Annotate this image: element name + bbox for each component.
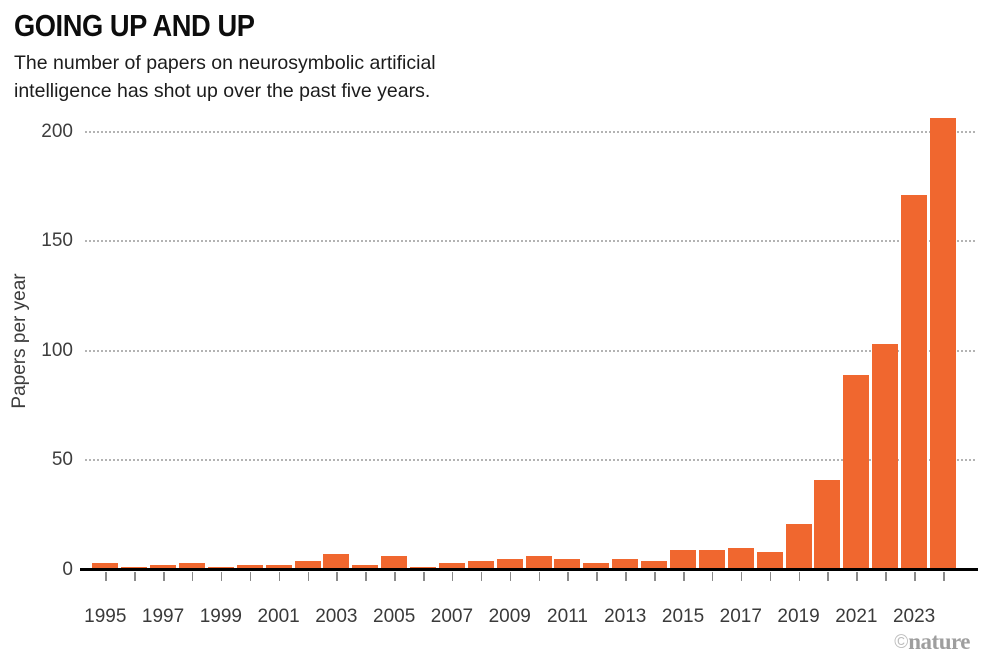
nature-logo: nature <box>908 629 970 654</box>
y-tick-label-100: 100 <box>41 339 73 361</box>
bar-2005 <box>381 556 408 570</box>
x-tick-2014 <box>654 572 656 581</box>
x-tick-label-2007: 2007 <box>430 605 474 627</box>
x-tick-2020 <box>827 572 829 581</box>
bar-2012 <box>583 562 610 570</box>
x-tick-2022 <box>885 572 887 581</box>
x-tick-1996 <box>134 572 136 581</box>
bar-2009 <box>496 558 523 570</box>
x-tick-label-2015: 2015 <box>661 605 705 627</box>
x-tick-2001 <box>278 572 281 581</box>
x-tick-label-2009: 2009 <box>488 605 531 627</box>
x-tick-1997 <box>163 572 165 581</box>
x-tick-2023 <box>914 572 916 581</box>
x-tick-2004 <box>365 572 367 581</box>
x-tick-1998 <box>191 572 194 581</box>
x-tick-2005 <box>394 572 396 581</box>
x-tick-2015 <box>683 572 685 581</box>
x-tick-2024 <box>943 572 945 581</box>
x-tick-label-2021: 2021 <box>835 605 878 627</box>
x-tick-2019 <box>798 572 801 581</box>
x-tick-2009 <box>509 572 512 581</box>
y-tick-label-150: 150 <box>41 230 73 251</box>
x-tick-label-2019: 2019 <box>777 605 820 627</box>
y-tick-label-200: 200 <box>41 120 73 142</box>
x-tick-label-2001: 2001 <box>257 605 300 627</box>
bar-1995 <box>92 562 119 570</box>
x-tick-label-1997: 1997 <box>141 605 185 627</box>
bar-2011 <box>554 558 581 570</box>
bar-2022 <box>872 343 899 570</box>
x-tick-label-2017: 2017 <box>719 605 762 627</box>
bar-2016 <box>698 549 725 570</box>
x-tick-2008 <box>480 572 483 581</box>
x-tick-label-2023: 2023 <box>892 605 936 627</box>
bar-2021 <box>843 374 870 570</box>
x-tick-2003 <box>336 572 338 581</box>
bar-2007 <box>438 562 465 570</box>
gridline-150 <box>85 240 975 242</box>
x-tick-2000 <box>249 572 252 581</box>
x-axis-line <box>80 568 978 571</box>
x-tick-label-2003: 2003 <box>315 605 358 627</box>
x-tick-label-1995: 1995 <box>84 605 127 627</box>
bar-2003 <box>323 554 350 570</box>
x-tick-2017 <box>740 572 743 581</box>
chart-title: GOING UP AND UP <box>14 8 255 43</box>
x-tick-label-2011: 2011 <box>547 605 588 627</box>
bar-2018 <box>756 551 783 570</box>
x-tick-2010 <box>538 572 541 581</box>
chart-subtitle-line-1: The number of papers on neurosymbolic ar… <box>14 52 436 74</box>
bar-2002 <box>294 560 321 570</box>
bar-2020 <box>814 479 841 570</box>
chart-subtitle-line-2: intelligence has shot up over the past f… <box>14 79 431 102</box>
bar-2014 <box>641 560 668 570</box>
nature-credit: ©nature <box>894 628 970 655</box>
bar-2019 <box>785 523 812 570</box>
copyright-symbol: © <box>894 632 909 653</box>
x-tick-2002 <box>307 572 309 581</box>
bar-2023 <box>901 195 928 570</box>
x-tick-label-1999: 1999 <box>199 605 242 627</box>
x-tick-2012 <box>596 572 598 581</box>
x-tick-label-2013: 2013 <box>604 605 647 627</box>
x-tick-label-2005: 2005 <box>373 605 416 627</box>
x-tick-1995 <box>105 572 107 581</box>
bar-2015 <box>670 549 697 570</box>
gridline-100 <box>85 349 975 352</box>
chart-subtitle: The number of papers on neurosymbolic ar… <box>14 50 436 105</box>
y-tick-label-0: 0 <box>62 558 73 580</box>
y-tick-label-50: 50 <box>51 449 73 470</box>
bar-2017 <box>727 547 754 570</box>
x-tick-2013 <box>625 572 627 581</box>
x-tick-1999 <box>220 572 223 581</box>
x-tick-2007 <box>451 572 454 581</box>
bar-1997 <box>150 565 177 570</box>
bar-2008 <box>467 560 494 570</box>
bar-2024 <box>930 118 956 570</box>
bar-2004 <box>352 565 379 570</box>
x-tick-2018 <box>769 572 772 581</box>
bar-2001 <box>265 565 292 570</box>
x-tick-2011 <box>567 572 569 581</box>
bar-2010 <box>525 556 552 570</box>
gridline-50 <box>85 459 975 461</box>
x-tick-2021 <box>856 572 858 581</box>
bar-1998 <box>178 562 205 570</box>
x-tick-2006 <box>423 572 425 581</box>
gridline-200 <box>85 130 975 133</box>
x-tick-2016 <box>711 572 714 581</box>
bar-2000 <box>236 565 263 570</box>
bar-2013 <box>612 558 639 570</box>
